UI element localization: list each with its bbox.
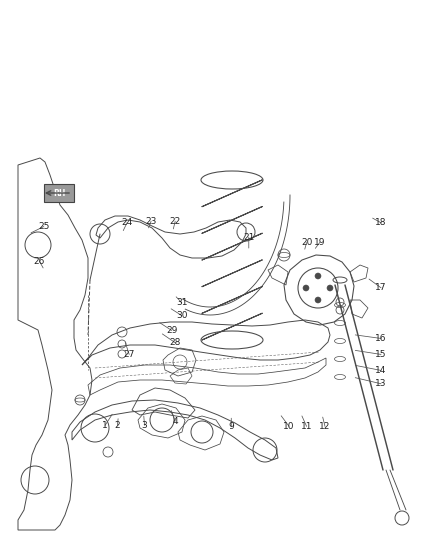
Text: 19: 19 (314, 238, 325, 247)
Text: 4: 4 (173, 417, 178, 425)
Text: 31: 31 (176, 298, 187, 307)
Text: 15: 15 (375, 350, 387, 359)
Text: 12: 12 (319, 422, 331, 431)
Text: 16: 16 (375, 334, 387, 343)
Circle shape (315, 297, 321, 303)
Text: 3: 3 (141, 421, 148, 430)
Circle shape (303, 285, 309, 291)
Text: 22: 22 (170, 217, 181, 225)
Text: 30: 30 (176, 311, 187, 320)
Text: 25: 25 (38, 222, 49, 231)
Text: 27: 27 (124, 350, 135, 359)
Text: 10: 10 (283, 422, 295, 431)
Text: 29: 29 (166, 326, 177, 335)
Text: 18: 18 (375, 219, 387, 227)
Text: 11: 11 (301, 422, 312, 431)
Text: 24: 24 (121, 219, 133, 227)
Text: 21: 21 (243, 233, 254, 241)
Text: 23: 23 (145, 217, 157, 225)
Text: 13: 13 (375, 379, 387, 388)
Circle shape (327, 285, 333, 291)
Text: 20: 20 (301, 238, 312, 247)
Text: 14: 14 (375, 366, 387, 375)
Circle shape (315, 273, 321, 279)
Text: 1: 1 (102, 421, 108, 430)
Text: 17: 17 (375, 284, 387, 292)
Text: RH: RH (53, 190, 65, 198)
Text: 2: 2 (115, 421, 120, 430)
Text: 26: 26 (34, 257, 45, 265)
Text: 28: 28 (170, 338, 181, 347)
FancyBboxPatch shape (44, 184, 74, 202)
Text: 9: 9 (228, 422, 234, 431)
